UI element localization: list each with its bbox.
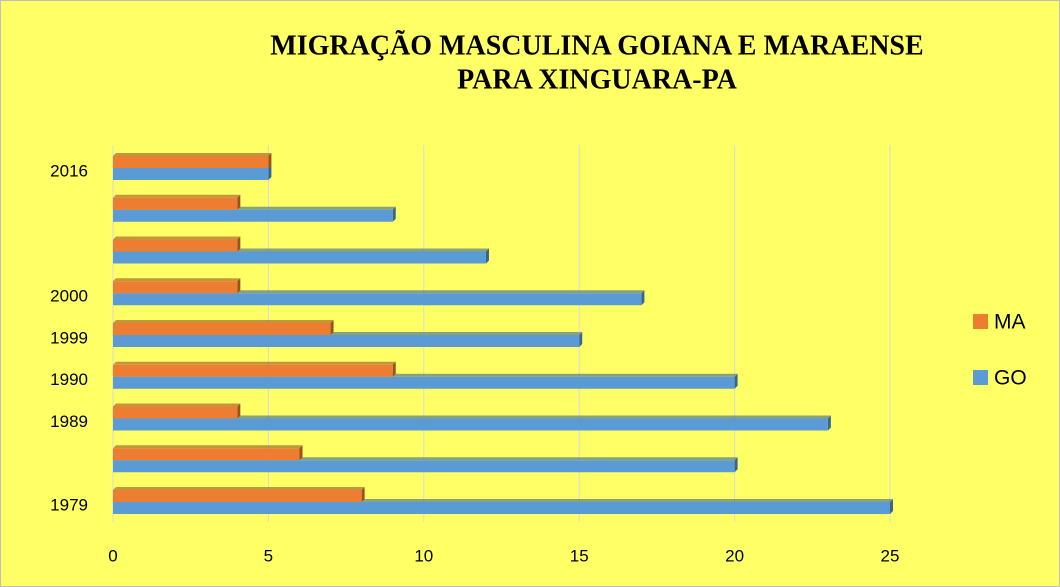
x-tick-label: 0: [108, 546, 117, 565]
bar-top: [113, 194, 241, 198]
bar-side: [734, 457, 738, 473]
legend-swatch: [973, 370, 988, 385]
bar-side: [890, 499, 893, 514]
bar-top: [113, 361, 396, 365]
bar: [113, 448, 300, 461]
bar-side: [392, 361, 396, 377]
bar: [113, 251, 486, 264]
bar: [113, 323, 331, 335]
bar-top: [113, 236, 241, 240]
legend-label: MA: [994, 311, 1026, 334]
bar-side: [237, 236, 241, 252]
y-tick-label: 1979: [50, 495, 88, 514]
legend-label: GO: [994, 367, 1027, 390]
x-tick-label: 20: [725, 546, 744, 565]
bar-side: [641, 290, 645, 306]
bar-side: [268, 165, 272, 180]
y-tick-label: 2016: [50, 161, 88, 180]
bar-top: [113, 445, 303, 449]
x-tick-label: 15: [570, 546, 589, 565]
bar-side: [237, 403, 241, 419]
bar: [113, 418, 828, 431]
legend-swatch: [973, 314, 988, 329]
bar: [113, 239, 238, 252]
bar: [113, 490, 362, 502]
bar-side: [392, 206, 396, 222]
bar: [113, 197, 238, 210]
bar: [113, 281, 238, 294]
bar: [113, 209, 393, 222]
bar-side: [237, 194, 241, 210]
bar-top: [113, 153, 272, 156]
bar-side: [361, 487, 365, 502]
x-tick-label: 10: [414, 546, 433, 565]
bar-side: [299, 445, 303, 461]
bar: [113, 364, 393, 377]
bar-side: [268, 153, 272, 168]
bar-top: [113, 403, 241, 407]
bar-top: [113, 487, 365, 490]
bar-top: [113, 320, 334, 323]
bar-top: [113, 415, 831, 419]
bar: [113, 460, 735, 473]
y-tick-label: 2000: [50, 287, 88, 306]
y-tick-label: 1999: [50, 328, 88, 347]
bar: [113, 406, 238, 419]
bar-side: [237, 278, 241, 294]
bar: [113, 156, 269, 168]
bar: [113, 168, 269, 180]
bar: [113, 335, 580, 347]
y-tick-label: 1990: [50, 370, 88, 389]
bar-side: [827, 415, 831, 431]
chart-title: MIGRAÇÃO MASCULINA GOIANA E MARAENSE: [270, 30, 923, 61]
bar-side: [734, 373, 738, 389]
y-tick-label: 1989: [50, 412, 88, 431]
x-tick-label: 5: [264, 546, 273, 565]
bar-top: [113, 278, 241, 282]
bar-side: [485, 248, 489, 264]
bar: [113, 376, 735, 389]
bar-top: [113, 290, 645, 294]
bar-side: [330, 320, 334, 335]
x-tick-label: 25: [881, 546, 900, 565]
chart-title: PARA XINGUARA-PA: [457, 64, 737, 95]
bar: [113, 502, 890, 514]
bar: [113, 293, 642, 306]
bar-side: [579, 332, 583, 347]
